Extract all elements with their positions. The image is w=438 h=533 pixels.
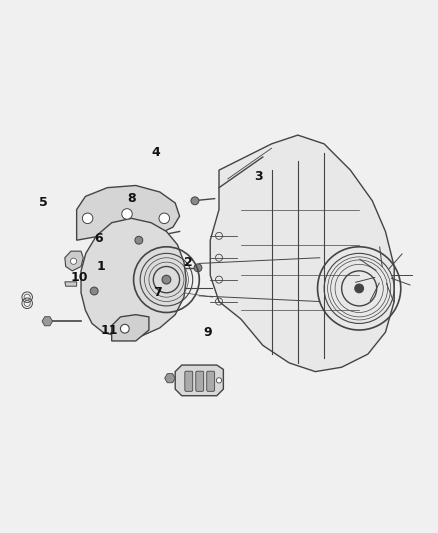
Circle shape [120, 324, 129, 333]
Circle shape [162, 275, 171, 284]
Circle shape [82, 213, 93, 223]
Circle shape [90, 287, 98, 295]
FancyBboxPatch shape [196, 371, 204, 391]
Polygon shape [165, 374, 175, 383]
Text: 11: 11 [101, 324, 118, 336]
Circle shape [194, 264, 202, 272]
Text: 2: 2 [184, 256, 193, 269]
Text: 5: 5 [39, 197, 48, 209]
Text: 1: 1 [96, 260, 105, 273]
Circle shape [191, 197, 199, 205]
Text: 10: 10 [70, 271, 88, 284]
Circle shape [71, 258, 77, 264]
Text: 8: 8 [127, 192, 136, 205]
Circle shape [355, 284, 364, 293]
Text: 9: 9 [204, 326, 212, 338]
Polygon shape [77, 185, 180, 240]
FancyBboxPatch shape [207, 371, 215, 391]
Polygon shape [42, 317, 53, 326]
Polygon shape [65, 282, 77, 286]
Polygon shape [112, 314, 149, 341]
Text: 4: 4 [151, 146, 160, 159]
Polygon shape [175, 365, 223, 395]
Text: 7: 7 [153, 286, 162, 300]
Text: 3: 3 [254, 170, 263, 183]
FancyBboxPatch shape [185, 371, 193, 391]
Polygon shape [81, 219, 186, 336]
Circle shape [122, 209, 132, 219]
Circle shape [216, 378, 222, 383]
Circle shape [159, 213, 170, 223]
Polygon shape [210, 135, 394, 372]
Circle shape [135, 236, 143, 244]
Polygon shape [65, 251, 83, 271]
Text: 6: 6 [94, 231, 103, 245]
